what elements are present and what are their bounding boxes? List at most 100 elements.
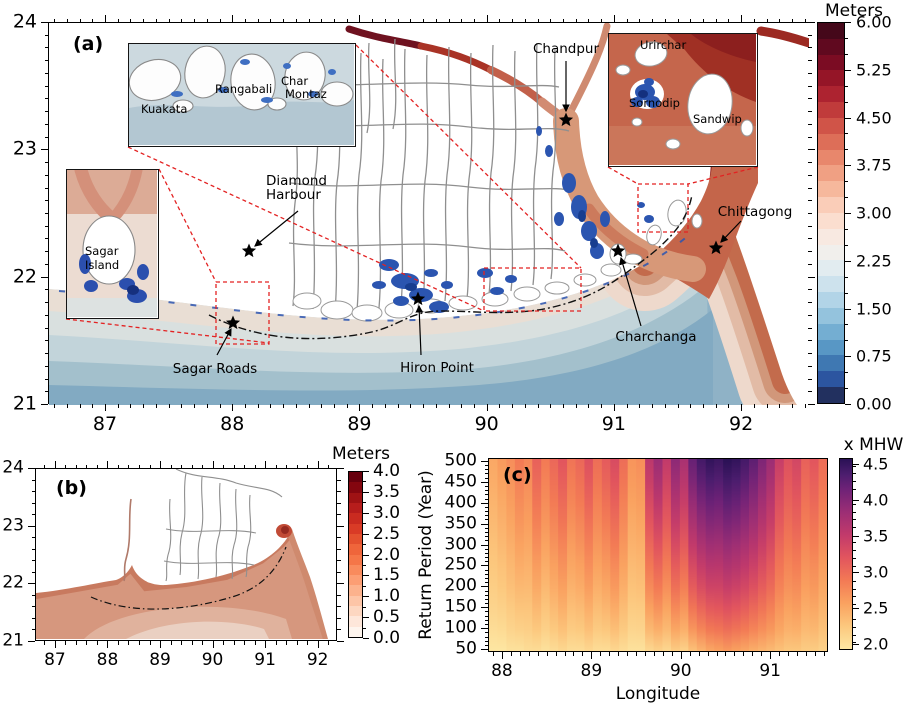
minor-tick (808, 212, 812, 214)
minor-tick (337, 571, 341, 573)
colorbar-b-title: Meters (331, 444, 391, 464)
tick-label: 50 (455, 638, 477, 659)
minor-tick (96, 464, 98, 468)
minor-tick (626, 18, 628, 22)
minor-tick (664, 404, 666, 408)
minor-tick (372, 404, 374, 408)
minor-tick (194, 18, 196, 22)
major-tick (317, 641, 319, 648)
minor-tick (484, 632, 488, 634)
major-tick (28, 583, 35, 585)
minor-tick (601, 404, 603, 408)
minor-tick (484, 540, 488, 542)
major-tick (613, 15, 615, 22)
minor-tick (44, 238, 48, 240)
minor-tick (337, 548, 341, 550)
minor-tick (728, 18, 730, 22)
major-tick (680, 652, 682, 659)
minor-tick (766, 404, 768, 408)
minor-tick (435, 404, 437, 408)
minor-tick (31, 514, 35, 516)
major-tick (486, 404, 488, 411)
minor-tick (181, 18, 183, 22)
minor-tick (149, 464, 151, 468)
minor-tick (96, 641, 98, 645)
minor-tick (44, 378, 48, 380)
minor-tick (155, 404, 157, 408)
minor-tick (117, 641, 119, 645)
minor-tick (283, 404, 285, 408)
minor-tick (575, 18, 577, 22)
colorbar-tick-label: 0.00 (856, 394, 892, 414)
minor-tick (814, 652, 816, 656)
minor-tick (223, 641, 225, 645)
major-tick (212, 641, 214, 648)
minor-tick (334, 404, 335, 408)
minor-tick (639, 404, 641, 408)
minor-tick (484, 477, 488, 479)
major-tick (317, 461, 319, 468)
minor-tick (254, 641, 256, 645)
minor-tick (550, 404, 552, 408)
tick-label: 350 (444, 513, 477, 534)
label-sagar-roads: Sagar Roads (172, 361, 258, 377)
tick-label: 92 (729, 413, 754, 435)
minor-tick (808, 314, 812, 316)
minor-tick (233, 464, 235, 468)
minor-tick (44, 289, 48, 291)
tick-label: 89 (580, 661, 603, 681)
minor-tick (44, 327, 48, 329)
minor-tick (563, 18, 564, 22)
minor-tick (92, 404, 94, 408)
major-tick (28, 468, 35, 469)
minor-tick (44, 251, 48, 253)
minor-tick (75, 464, 77, 468)
minor-tick (31, 537, 35, 539)
minor-tick (804, 18, 806, 22)
minor-tick (143, 18, 145, 22)
minor-tick (627, 652, 629, 656)
minor-tick (275, 641, 277, 645)
minor-tick (524, 404, 526, 408)
minor-tick (484, 469, 488, 471)
minor-tick (170, 641, 172, 645)
minor-tick (79, 404, 81, 408)
tick-label: 89 (149, 650, 171, 670)
minor-tick (397, 404, 399, 408)
minor-tick (149, 641, 151, 645)
panel-a-label: (a) (73, 33, 104, 55)
tick-label: 24 (12, 10, 37, 33)
minor-tick (254, 464, 256, 468)
minor-tick (346, 404, 348, 408)
minor-tick (44, 464, 46, 468)
major-tick (481, 481, 488, 483)
minor-tick (690, 18, 692, 22)
minor-tick (155, 18, 157, 22)
minor-tick (484, 573, 488, 575)
minor-tick (715, 404, 717, 408)
panel-b-x-axis: 87 88 89 90 91 92 (35, 641, 337, 671)
minor-tick (92, 18, 94, 22)
minor-tick (588, 404, 590, 408)
minor-tick (753, 404, 755, 408)
minor-tick (181, 464, 183, 468)
minor-tick (484, 603, 488, 605)
tick-label: 90 (474, 413, 499, 435)
major-tick (481, 649, 488, 651)
minor-tick (808, 353, 812, 355)
minor-tick (484, 611, 488, 613)
minor-tick (296, 641, 298, 645)
minor-tick (512, 404, 514, 408)
minor-tick (788, 652, 790, 656)
tick-label: 91 (759, 661, 782, 681)
tick-label: 200 (444, 575, 477, 596)
tick-label: 450 (444, 471, 477, 492)
minor-tick (191, 464, 193, 468)
major-tick (501, 652, 503, 659)
minor-tick (808, 136, 812, 138)
major-tick (28, 525, 35, 527)
colorbar-tick-label: 1.50 (856, 299, 892, 318)
major-tick (808, 276, 815, 278)
minor-tick (653, 652, 655, 656)
